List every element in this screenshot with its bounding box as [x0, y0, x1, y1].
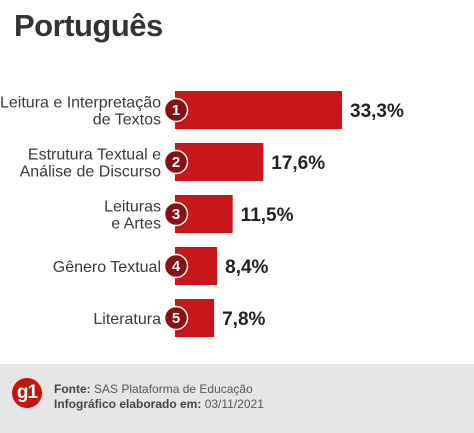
bar-2 [175, 143, 264, 181]
credit-label: Infográfico elaborado em: [54, 397, 202, 411]
value-label-4: 8,4% [225, 257, 268, 278]
rank-circle-5 [163, 305, 189, 331]
category-label-4: Gênero Textual [53, 259, 161, 276]
source-line: Fonte: SAS Plataforma de Educação [54, 382, 253, 396]
credit-value: 03/11/2021 [204, 397, 264, 411]
category-label-5: Literatura [93, 311, 161, 328]
footer: g1 Fonte: SAS Plataforma de Educação Inf… [0, 364, 474, 433]
source-value: SAS Plataforma de Educação [94, 382, 253, 396]
g1-logo: g1 [12, 378, 42, 408]
bar-1 [175, 91, 342, 129]
category-label-2-line-1: Estrutura Textual e [28, 147, 161, 164]
category-label-3-line-1: Leituras [104, 199, 161, 216]
value-label-1: 33,3% [350, 101, 404, 122]
rank-number-5: 5 [172, 310, 180, 327]
rank-circle-3 [163, 201, 189, 227]
value-label-5: 7,8% [222, 309, 265, 330]
value-label-3: 11,5% [241, 205, 294, 226]
source-label: Fonte: [54, 382, 91, 396]
rank-number-3: 3 [172, 206, 180, 223]
value-label-2: 17,6% [271, 153, 325, 174]
rank-number-1: 1 [172, 102, 180, 119]
credit-line: Infográfico elaborado em: 03/11/2021 [54, 397, 264, 411]
rank-circle-1 [163, 97, 189, 123]
category-label-1-line-1: Leitura e Interpretação [0, 95, 161, 112]
category-label-2-line-2: Análise de Discurso [20, 164, 162, 181]
rank-circle-2 [163, 149, 189, 175]
rank-circle-4 [163, 253, 189, 279]
category-label-3-line-2: e Artes [111, 216, 161, 233]
chart-title: Português [14, 8, 163, 43]
rank-number-4: 4 [172, 258, 181, 275]
rank-number-2: 2 [172, 154, 180, 171]
category-label-1-line-2: de Textos [93, 112, 161, 129]
